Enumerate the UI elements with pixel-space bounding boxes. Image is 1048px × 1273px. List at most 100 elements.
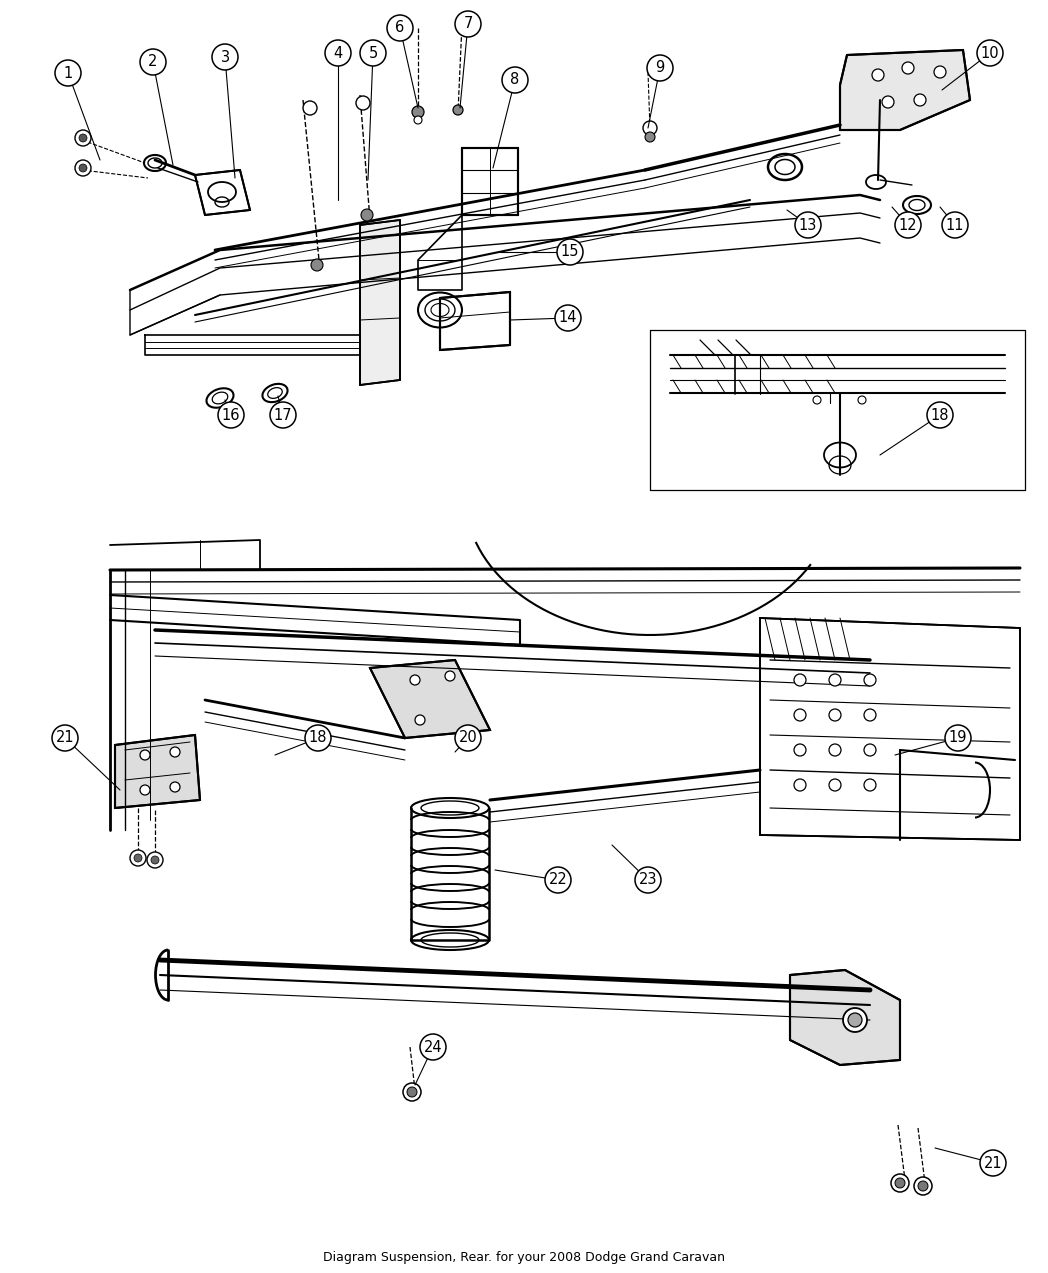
Circle shape bbox=[864, 673, 876, 686]
Circle shape bbox=[858, 396, 866, 404]
Text: 23: 23 bbox=[638, 872, 657, 887]
Text: 9: 9 bbox=[655, 61, 664, 75]
Text: 18: 18 bbox=[931, 407, 949, 423]
Circle shape bbox=[848, 1013, 863, 1027]
Text: 21: 21 bbox=[56, 731, 74, 746]
Circle shape bbox=[645, 132, 655, 143]
Polygon shape bbox=[462, 148, 518, 215]
Circle shape bbox=[75, 160, 91, 176]
Circle shape bbox=[54, 60, 81, 87]
Circle shape bbox=[977, 39, 1003, 66]
Circle shape bbox=[545, 867, 571, 892]
Polygon shape bbox=[115, 735, 200, 808]
Circle shape bbox=[643, 121, 657, 135]
Text: 6: 6 bbox=[395, 20, 405, 36]
Circle shape bbox=[387, 15, 413, 41]
Circle shape bbox=[453, 104, 463, 115]
Circle shape bbox=[420, 1034, 446, 1060]
Circle shape bbox=[794, 779, 806, 791]
Polygon shape bbox=[760, 617, 1020, 840]
Text: 17: 17 bbox=[274, 407, 292, 423]
Polygon shape bbox=[361, 220, 400, 384]
Circle shape bbox=[502, 67, 528, 93]
Text: 13: 13 bbox=[799, 218, 817, 233]
Polygon shape bbox=[840, 50, 970, 130]
Circle shape bbox=[218, 402, 244, 428]
Circle shape bbox=[403, 1083, 421, 1101]
Text: 20: 20 bbox=[459, 731, 478, 746]
Circle shape bbox=[794, 743, 806, 756]
Circle shape bbox=[455, 11, 481, 37]
Circle shape bbox=[794, 709, 806, 721]
Text: 18: 18 bbox=[309, 731, 327, 746]
Circle shape bbox=[140, 750, 150, 760]
Circle shape bbox=[170, 747, 180, 757]
Circle shape bbox=[813, 396, 821, 404]
Text: 7: 7 bbox=[463, 17, 473, 32]
Circle shape bbox=[927, 402, 953, 428]
Circle shape bbox=[151, 855, 159, 864]
Circle shape bbox=[356, 95, 370, 109]
Text: 8: 8 bbox=[510, 73, 520, 88]
Circle shape bbox=[914, 94, 926, 106]
Circle shape bbox=[361, 209, 373, 222]
Circle shape bbox=[895, 213, 921, 238]
Circle shape bbox=[212, 45, 238, 70]
Polygon shape bbox=[440, 292, 510, 350]
Circle shape bbox=[414, 116, 422, 123]
Text: 12: 12 bbox=[899, 218, 917, 233]
Circle shape bbox=[455, 726, 481, 751]
Circle shape bbox=[902, 62, 914, 74]
Polygon shape bbox=[790, 970, 900, 1066]
Circle shape bbox=[140, 785, 150, 796]
Text: 3: 3 bbox=[220, 50, 230, 65]
Circle shape bbox=[647, 55, 673, 81]
Circle shape bbox=[635, 867, 661, 892]
Circle shape bbox=[918, 1181, 927, 1192]
Circle shape bbox=[864, 743, 876, 756]
Circle shape bbox=[942, 213, 968, 238]
Circle shape bbox=[410, 675, 420, 685]
Circle shape bbox=[270, 402, 296, 428]
Circle shape bbox=[305, 726, 331, 751]
Circle shape bbox=[134, 854, 141, 862]
Circle shape bbox=[407, 1087, 417, 1097]
Polygon shape bbox=[370, 659, 490, 738]
Text: 1: 1 bbox=[63, 65, 72, 80]
Circle shape bbox=[794, 673, 806, 686]
Circle shape bbox=[829, 709, 840, 721]
Circle shape bbox=[895, 1178, 905, 1188]
Circle shape bbox=[52, 726, 78, 751]
Circle shape bbox=[130, 850, 146, 866]
Circle shape bbox=[170, 782, 180, 792]
Circle shape bbox=[415, 715, 425, 726]
Circle shape bbox=[872, 69, 885, 81]
Circle shape bbox=[864, 779, 876, 791]
Text: 16: 16 bbox=[222, 407, 240, 423]
Circle shape bbox=[79, 164, 87, 172]
Circle shape bbox=[829, 743, 840, 756]
Text: 5: 5 bbox=[369, 46, 377, 61]
Circle shape bbox=[361, 39, 386, 66]
Circle shape bbox=[934, 66, 946, 78]
Circle shape bbox=[75, 130, 91, 146]
Circle shape bbox=[303, 101, 316, 115]
Circle shape bbox=[882, 95, 894, 108]
Circle shape bbox=[914, 1178, 932, 1195]
Circle shape bbox=[843, 1008, 867, 1032]
Circle shape bbox=[147, 852, 163, 868]
Circle shape bbox=[556, 239, 583, 265]
Circle shape bbox=[140, 48, 166, 75]
Polygon shape bbox=[195, 171, 250, 215]
Text: 24: 24 bbox=[423, 1040, 442, 1054]
Text: Diagram Suspension, Rear. for your 2008 Dodge Grand Caravan: Diagram Suspension, Rear. for your 2008 … bbox=[323, 1251, 725, 1264]
Text: 19: 19 bbox=[948, 731, 967, 746]
Text: 2: 2 bbox=[149, 55, 157, 70]
Circle shape bbox=[325, 39, 351, 66]
Circle shape bbox=[945, 726, 971, 751]
Circle shape bbox=[311, 258, 323, 271]
Circle shape bbox=[980, 1150, 1006, 1176]
Circle shape bbox=[445, 671, 455, 681]
Circle shape bbox=[79, 134, 87, 143]
Circle shape bbox=[795, 213, 821, 238]
